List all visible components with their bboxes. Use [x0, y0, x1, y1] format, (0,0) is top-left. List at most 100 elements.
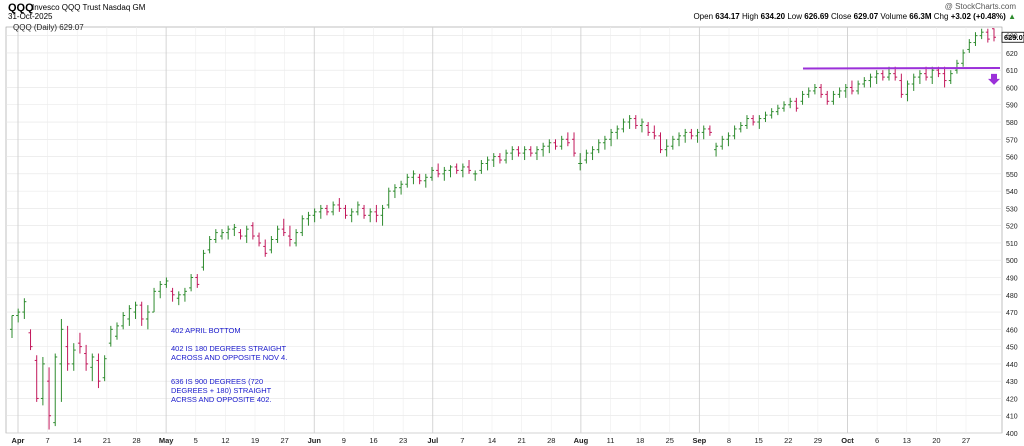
ohlc-bar: [584, 149, 589, 164]
y-tick-label: 460: [1006, 327, 1018, 334]
ohlc-bar: [152, 287, 157, 313]
ohlc-bar: [269, 236, 274, 254]
resistance-line: [802, 66, 1001, 70]
chg-label: Chg: [933, 12, 949, 21]
ohlc-bar: [602, 135, 607, 150]
y-tick-label: 470: [1006, 310, 1018, 317]
x-tick-label: Jun: [308, 436, 322, 445]
ohlc-bar: [238, 229, 243, 240]
ohlc-bar: [28, 329, 33, 351]
ohlc-bar: [578, 153, 583, 171]
ohlc-bar: [318, 204, 323, 219]
x-tick-label: 19: [251, 436, 259, 445]
ohlc-bar: [701, 125, 706, 140]
ohlc-bar: [368, 208, 373, 223]
ohlc-bar: [158, 280, 163, 299]
ohlc-bar: [201, 249, 206, 271]
x-tick-label: 27: [280, 436, 288, 445]
ohlc-bar: [837, 87, 842, 98]
high-label: High: [741, 12, 759, 21]
ohlc-bar: [942, 66, 947, 88]
ohlc-bar: [695, 128, 700, 143]
close-label: Close: [830, 12, 852, 21]
low-value: 626.69: [804, 12, 829, 21]
ohlc-bar: [992, 28, 996, 42]
ohlc-bar: [504, 149, 509, 164]
ohlc-bar: [967, 39, 972, 53]
ohlc-bar: [744, 115, 749, 129]
ohlc-bar: [263, 239, 268, 257]
ohlc-bar: [133, 301, 138, 319]
ohlc-bar: [189, 274, 194, 292]
ohlc-bar: [374, 204, 379, 223]
ohlc-bar: [405, 173, 410, 188]
ticker-symbol: QQQ: [8, 2, 34, 14]
annotation-nov4: 402 IS 180 DEGREES STRAIGHT ACROSS AND O…: [171, 344, 288, 362]
ohlc-bar: [763, 111, 768, 123]
ohlc-bar: [732, 125, 737, 140]
ohlc-bar: [59, 318, 64, 402]
ohlc-bar: [769, 108, 774, 119]
ohlc-bar: [399, 180, 404, 195]
chart-legend: QQQ (Daily) 629.07: [13, 23, 84, 32]
ohlc-bar: [300, 215, 305, 237]
x-tick-label: Oct: [841, 436, 854, 445]
ohlc-bar: [294, 229, 299, 247]
volume-value: 66.3M: [909, 12, 932, 21]
ohlc-bar: [794, 97, 799, 112]
x-tick-label: Jul: [427, 436, 438, 445]
ohlc-bar: [899, 73, 904, 98]
ohlc-bar: [954, 59, 959, 74]
last-price-box: [1001, 31, 1024, 43]
ohlc-bar: [880, 70, 885, 81]
x-tick-label: 13: [903, 436, 911, 445]
x-tick-label: 22: [784, 436, 792, 445]
y-tick-label: 550: [1006, 172, 1018, 179]
last-price-label: 629.07: [1004, 33, 1024, 42]
ohlc-bar: [436, 163, 441, 178]
y-tick-label: 590: [1006, 103, 1018, 110]
low-label: Low: [787, 12, 803, 21]
ohlc-bar: [250, 222, 255, 240]
x-tick-label: 5: [194, 436, 198, 445]
ohlc-bar: [633, 115, 638, 129]
ohlc-bar: [652, 125, 657, 140]
ohlc-bar: [782, 101, 787, 112]
ohlc-bar: [948, 70, 953, 85]
ohlc-bar: [664, 139, 669, 157]
ohlc-bar: [917, 70, 922, 85]
y-tick-label: 520: [1006, 224, 1018, 231]
ohlc-bar: [355, 201, 360, 216]
volume-label: Volume: [880, 12, 908, 21]
x-tick-label: 28: [547, 436, 555, 445]
y-tick-label: 570: [1006, 137, 1018, 144]
ohlc-bar: [800, 90, 805, 105]
ohlc-bar: [324, 204, 329, 216]
x-tick-label: Apr: [12, 436, 25, 445]
ohlc-bar: [65, 325, 70, 371]
x-tick-label: May: [159, 436, 174, 445]
y-tick-label: 400: [1006, 431, 1018, 438]
x-tick-label: 23: [399, 436, 407, 445]
ohlc-bar: [71, 343, 76, 371]
ohlc-bar: [621, 118, 626, 133]
ohlc-bar: [275, 225, 280, 243]
ohlc-bar: [10, 315, 14, 338]
ohlc-bar: [590, 146, 595, 161]
ohlc-bar: [349, 208, 354, 223]
ohlc-bar: [232, 223, 237, 237]
x-tick-label: 18: [636, 436, 644, 445]
ohlc-bar: [386, 187, 391, 209]
plot-area: [5, 26, 1003, 434]
y-tick-label: 540: [1006, 189, 1018, 196]
ohlc-bar: [868, 73, 873, 88]
price-bars: [10, 28, 996, 430]
ohlc-bar: [108, 325, 113, 347]
ohlc-bar: [843, 84, 848, 98]
y-tick-label: 560: [1006, 155, 1018, 162]
x-tick-label: 27: [962, 436, 970, 445]
ohlc-bar: [961, 49, 966, 67]
ohlc-bar: [646, 122, 651, 136]
ohlc-bar: [565, 132, 570, 147]
x-tick-label: 21: [517, 436, 525, 445]
